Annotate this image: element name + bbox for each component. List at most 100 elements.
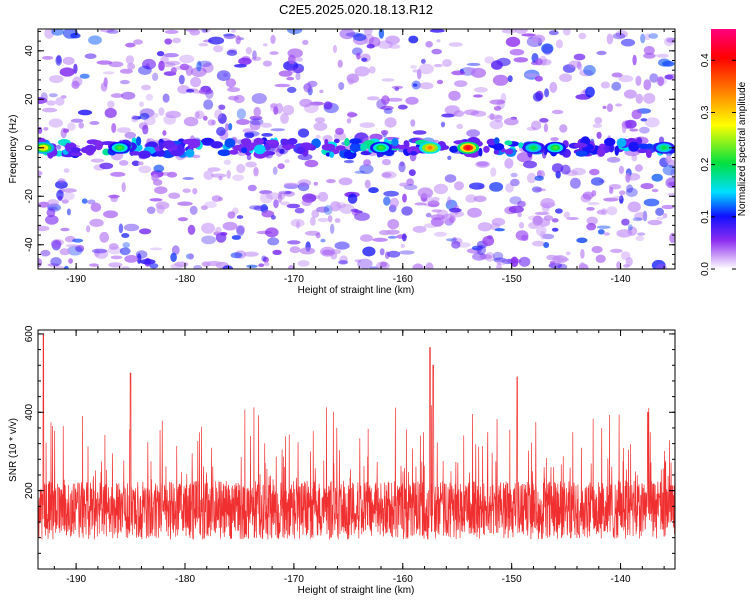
noise-blob: [463, 109, 480, 116]
noise-blob: [542, 233, 555, 240]
colorbar-tick-label: 0.3: [700, 105, 711, 119]
noise-blob: [313, 122, 328, 131]
noise-blob: [71, 80, 80, 89]
noise-blob: [170, 263, 184, 269]
noise-blob: [465, 194, 477, 203]
noise-blob: [354, 66, 370, 77]
noise-blob: [552, 254, 568, 264]
band-blob: [410, 151, 417, 156]
noise-blob: [295, 72, 301, 81]
noise-blob: [414, 202, 427, 206]
band-peak: [661, 146, 667, 150]
noise-blob: [253, 106, 261, 117]
noise-blob: [198, 60, 212, 67]
noise-blob: [294, 57, 303, 62]
noise-blob: [170, 67, 177, 74]
noise-blob: [514, 29, 528, 34]
noise-blob: [323, 101, 333, 110]
noise-blob: [236, 163, 246, 174]
noise-blob: [444, 174, 457, 183]
noise-blob: [149, 263, 159, 269]
noise-blob: [182, 188, 191, 193]
noise-blob: [541, 43, 554, 54]
noise-blob: [188, 253, 194, 260]
band-blob: [504, 149, 514, 155]
noise-blob: [249, 118, 264, 126]
spectrogram-heatmap: [38, 29, 675, 269]
noise-blob: [61, 188, 77, 193]
noise-blob: [624, 119, 637, 129]
noise-blob: [227, 211, 236, 219]
noise-blob: [231, 235, 242, 240]
noise-blob: [122, 242, 131, 248]
noise-blob: [120, 79, 130, 85]
noise-blob: [200, 29, 211, 34]
noise-blob: [303, 82, 312, 93]
noise-blob: [580, 248, 585, 259]
noise-blob: [419, 82, 434, 90]
noise-blob: [436, 209, 449, 220]
noise-blob: [246, 264, 258, 268]
noise-blob: [661, 60, 675, 67]
band-blob: [265, 150, 270, 157]
noise-blob: [600, 81, 611, 89]
noise-blob: [656, 216, 665, 221]
noise-blob: [320, 238, 326, 243]
noise-blob: [309, 101, 324, 106]
noise-blob: [379, 248, 385, 256]
noise-blob: [380, 129, 389, 136]
noise-blob: [354, 170, 366, 174]
noise-blob: [63, 128, 69, 133]
noise-blob: [90, 158, 105, 163]
colorbar-tick-label: 0.2: [700, 157, 711, 171]
band-blob: [224, 138, 236, 148]
noise-blob: [655, 53, 669, 58]
colorbar-tick-label: 0.0: [700, 262, 711, 276]
colorbar: 0.0 0.1 0.2 0.3 0.4 Normalized spectral ampl…: [700, 29, 748, 276]
noise-blob: [513, 57, 529, 63]
noise-blob: [510, 256, 519, 268]
noise-blob: [585, 86, 595, 98]
band-blob: [344, 138, 350, 147]
band-blob: [158, 142, 164, 151]
noise-blob: [551, 109, 564, 115]
noise-blob: [127, 63, 136, 70]
spectrogram-x-tick-label: -170: [284, 274, 304, 285]
noise-blob: [261, 133, 273, 137]
noise-blob: [491, 60, 503, 70]
noise-blob: [315, 134, 321, 139]
noise-blob: [501, 29, 517, 34]
snr-panel: -190 -180 -170 -160 -150 -140 200 400 600 Height…: [8, 325, 676, 596]
noise-blob: [286, 76, 295, 81]
noise-blob: [211, 119, 216, 126]
noise-blob: [494, 228, 505, 232]
noise-blob: [521, 33, 536, 37]
band-blob: [70, 147, 81, 153]
band-blob: [296, 146, 306, 154]
noise-blob: [469, 182, 485, 190]
band-blob: [280, 138, 289, 146]
noise-blob: [551, 218, 559, 223]
noise-blob: [634, 164, 643, 172]
noise-blob: [479, 253, 493, 260]
noise-blob: [555, 208, 563, 214]
band-blob: [493, 137, 500, 145]
noise-blob: [431, 48, 443, 55]
noise-blob: [290, 218, 305, 228]
noise-blob: [566, 217, 579, 220]
noise-blob: [99, 231, 110, 243]
noise-blob: [158, 107, 165, 116]
band-blob: [321, 143, 336, 151]
noise-blob: [492, 74, 509, 86]
noise-blob: [186, 88, 195, 93]
noise-blob: [326, 179, 336, 184]
noise-blob: [539, 55, 547, 66]
noise-blob: [615, 103, 622, 107]
noise-blob: [559, 124, 568, 133]
noise-blob: [330, 223, 335, 234]
noise-blob: [110, 255, 123, 260]
band-blob: [440, 145, 450, 150]
noise-blob: [603, 232, 610, 236]
noise-blob: [292, 63, 305, 74]
noise-blob: [314, 117, 326, 123]
